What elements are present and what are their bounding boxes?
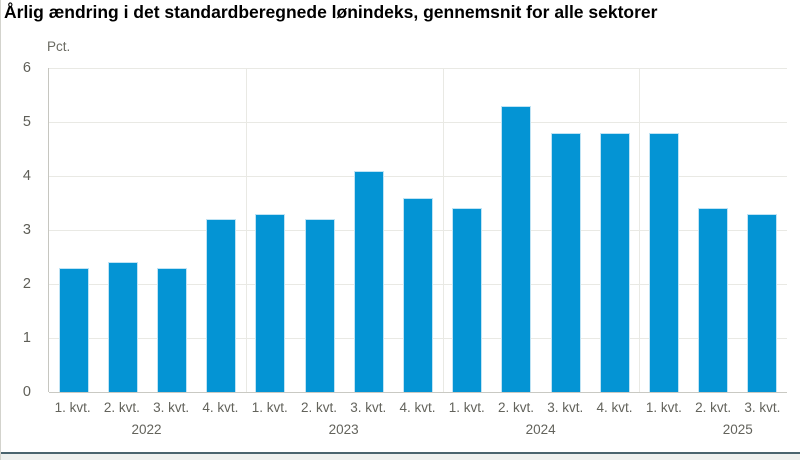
- bar-slot: [295, 68, 344, 392]
- bar-slot: [393, 68, 442, 392]
- x-tick-label: 2. kvt.: [300, 400, 337, 415]
- gridline-6: [49, 68, 787, 69]
- gridline-5: [49, 122, 787, 123]
- bar-3kvt-10[interactable]: [550, 132, 581, 392]
- bar-slot: [197, 68, 246, 392]
- bar-slot: [738, 68, 787, 392]
- chart-title: Årlig ændring i det standardberegnede lø…: [4, 2, 658, 22]
- bar-1kvt-0[interactable]: [58, 267, 89, 392]
- footer-strip: [1, 454, 800, 460]
- x-tick-label: 3. kvt.: [350, 400, 387, 415]
- plot-area: [48, 68, 787, 393]
- bar-slot: [590, 68, 639, 392]
- x-tick-label: 4. kvt.: [202, 400, 239, 415]
- bar-4kvt-3[interactable]: [206, 219, 237, 392]
- bar-slot: [492, 68, 541, 392]
- y-axis-unit-label: Pct.: [47, 39, 71, 54]
- bar-2kvt-9[interactable]: [501, 105, 532, 392]
- year-separator: [245, 68, 247, 392]
- x-tick-label: 2. kvt.: [103, 400, 140, 415]
- y-tick-label-6: 6: [22, 60, 31, 76]
- bar-3kvt-2[interactable]: [157, 267, 187, 392]
- bar-2kvt-1[interactable]: [107, 262, 138, 392]
- x-tick-label: 1. kvt.: [251, 400, 288, 415]
- bar-slot: [147, 68, 196, 392]
- year-separator: [442, 68, 444, 392]
- x-axis-year-labels: 2022 2023 2024 2025: [48, 422, 787, 439]
- x-tick-label: 4. kvt.: [399, 400, 436, 415]
- year-label-2024: 2024: [525, 422, 556, 437]
- gridline-0: [49, 392, 787, 393]
- gridline-4: [49, 176, 787, 177]
- bar-slot: [689, 68, 738, 392]
- bar-4kvt-11[interactable]: [599, 132, 630, 392]
- year-label-2025: 2025: [722, 422, 753, 437]
- y-tick-label-0: 0: [22, 384, 31, 400]
- bar-series: [49, 68, 787, 392]
- x-tick-label: 4. kvt.: [596, 400, 633, 415]
- footer-divider: [1, 452, 800, 454]
- y-axis-tick-labels: 0 1 2 3 4 5 6: [1, 60, 31, 400]
- x-tick-label: 2. kvt.: [695, 400, 732, 415]
- x-tick-label: 1. kvt.: [54, 400, 91, 415]
- bar-slot: [344, 68, 393, 392]
- bar-1kvt-8[interactable]: [452, 208, 483, 392]
- bar-slot: [246, 68, 295, 392]
- bar-3kvt-6[interactable]: [353, 170, 384, 392]
- x-tick-label: 3. kvt.: [547, 400, 584, 415]
- x-tick-label: 1. kvt.: [448, 400, 485, 415]
- y-tick-label-5: 5: [22, 114, 31, 130]
- y-tick-label-1: 1: [22, 330, 31, 346]
- bar-2kvt-5[interactable]: [304, 219, 335, 392]
- bar-4kvt-7[interactable]: [403, 197, 434, 392]
- y-tick-label-2: 2: [22, 276, 31, 292]
- bar-slot: [541, 68, 590, 392]
- year-label-2023: 2023: [328, 422, 359, 437]
- bar-1kvt-12[interactable]: [649, 132, 680, 392]
- x-tick-label: 3. kvt.: [744, 400, 781, 415]
- y-tick-label-4: 4: [22, 168, 31, 184]
- bar-slot: [49, 68, 98, 392]
- x-tick-label: 1. kvt.: [645, 400, 682, 415]
- bar-1kvt-4[interactable]: [255, 213, 286, 392]
- bar-slot: [443, 68, 492, 392]
- x-axis-quarter-labels: 1. kvt. 2. kvt. 3. kvt. 4. kvt. 1. kvt. 2. kv…: [48, 400, 787, 417]
- x-tick-label: 3. kvt.: [153, 400, 190, 415]
- bar-slot: [639, 68, 688, 392]
- year-separator: [639, 68, 641, 392]
- bar-2kvt-13[interactable]: [698, 208, 729, 392]
- bar-3kvt-14[interactable]: [747, 213, 778, 392]
- year-label-2022: 2022: [131, 422, 162, 437]
- x-tick-label: 2. kvt.: [498, 400, 535, 415]
- bar-slot: [98, 68, 147, 392]
- y-tick-label-3: 3: [22, 222, 31, 238]
